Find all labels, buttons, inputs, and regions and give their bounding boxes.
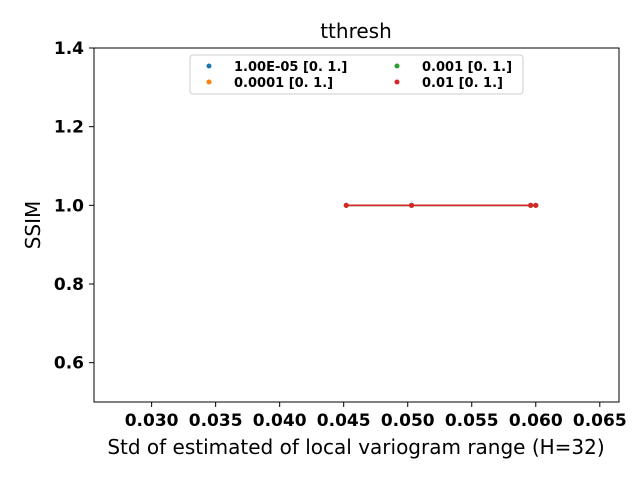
y-tick-label: 0.8 [54, 275, 84, 295]
data-point [528, 202, 534, 208]
legend-marker [206, 63, 212, 69]
legend-marker [206, 79, 212, 85]
x-tick-label: 0.045 [317, 411, 371, 431]
data-point [409, 202, 415, 208]
legend-label: 1.00E-05 [0. 1.] [234, 60, 347, 75]
x-tick-label: 0.035 [189, 411, 243, 431]
series-3 [343, 202, 539, 208]
y-tick-label: 0.6 [54, 354, 84, 374]
y-axis: 0.6 0.8 1.0 1.2 1.4 [54, 39, 94, 374]
x-tick-label: 0.030 [125, 411, 179, 431]
x-tick-label: 0.060 [509, 411, 563, 431]
legend-marker [394, 63, 400, 69]
x-tick-label: 0.065 [573, 411, 627, 431]
x-axis: 0.030 0.035 0.040 0.045 0.050 0.055 0.060 0.065 [125, 402, 627, 431]
y-axis-label: SSIM [21, 201, 45, 250]
x-axis-label: Std of estimated of local variogram rang… [107, 435, 604, 459]
x-tick-label: 0.055 [445, 411, 499, 431]
series-layer [343, 202, 539, 208]
x-tick-label: 0.040 [253, 411, 307, 431]
y-tick-label: 1.4 [54, 39, 84, 59]
legend: 1.00E-05 [0. 1.]0.0001 [0. 1.] 0.001 [0. … [189, 54, 524, 95]
y-tick-label: 1.0 [54, 196, 84, 216]
legend-label: 0.01 [0. 1.] [422, 76, 503, 91]
legend-label: 0.0001 [0. 1.] [234, 76, 333, 91]
data-point [343, 202, 349, 208]
chart-title: tthresh [320, 19, 392, 43]
plot-frame [93, 47, 620, 403]
data-point [533, 202, 539, 208]
x-tick-label: 0.050 [381, 411, 435, 431]
y-tick-label: 1.2 [54, 118, 84, 138]
plot-area [93, 47, 620, 403]
legend-marker [394, 79, 400, 85]
legend-frame [189, 54, 524, 95]
legend-label: 0.001 [0. 1.] [422, 60, 512, 75]
